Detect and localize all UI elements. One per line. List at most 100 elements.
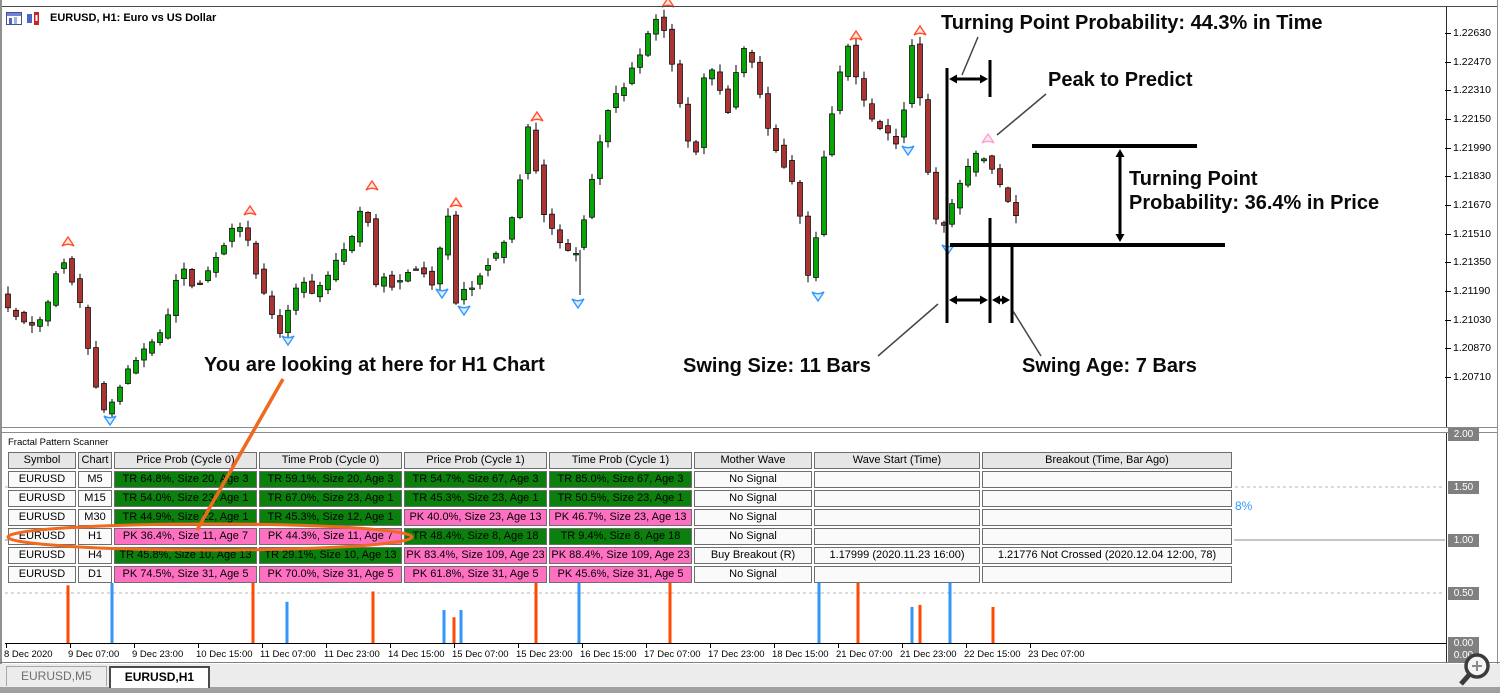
zoom-icon[interactable]: [1459, 653, 1490, 686]
time-axis-tick: [262, 643, 263, 648]
candle-bull: [301, 281, 307, 293]
sub-axis-label: 1.50: [1448, 481, 1479, 494]
scanner-cell-probability: TR 45.3%, Size 12, Age 1: [259, 509, 402, 526]
candle-bear: [549, 213, 555, 229]
fractal-scanner-table: Symbol Chart Price Prob (Cycle 0) Time Prob…: [8, 452, 1234, 583]
candle-bear: [453, 214, 459, 304]
window-frame-left: [0, 0, 2, 664]
time-axis-label: 15 Dec 23:00: [516, 649, 573, 660]
price-axis-label: 1.21030: [1453, 313, 1491, 326]
chart-tab-eurusd-h1[interactable]: EURUSD,H1: [108, 666, 211, 688]
scanner-cell-timeframe: M15: [78, 490, 112, 507]
candle-bull: [653, 18, 659, 35]
candle-bear: [853, 44, 859, 78]
time-axis-label: 21 Dec 07:00: [836, 649, 893, 660]
candle-bull: [293, 287, 299, 311]
scanner-cell-timeframe: D1: [78, 566, 112, 583]
time-axis-tick: [582, 643, 583, 648]
scanner-cell-breakout: [982, 566, 1232, 583]
fractal-down-arrow-icon: [103, 415, 117, 427]
candle-bull: [469, 287, 475, 290]
fractal-down-arrow-icon: [571, 298, 585, 310]
fractal-up-arrow-icon: [913, 24, 927, 36]
candle-bear: [989, 155, 995, 170]
candle-bull: [813, 237, 819, 278]
subwindow-separator[interactable]: [2, 427, 1497, 433]
time-axis-label: 15 Dec 07:00: [452, 649, 509, 660]
candle-bull: [205, 270, 211, 281]
price-axis-tick: [1445, 61, 1451, 63]
scanner-cell-mother-wave: No Signal: [694, 509, 812, 526]
scanner-column-header: Mother Wave: [694, 452, 812, 469]
scanner-cell-probability: PK 88.4%, Size 109, Age 23: [549, 547, 692, 564]
candle-bull: [477, 275, 483, 285]
price-axis-label: 1.21190: [1453, 285, 1491, 297]
candle-bull: [141, 348, 147, 361]
candle-bull: [709, 69, 715, 80]
candle-bull: [357, 210, 363, 243]
candle-bull: [181, 268, 187, 279]
scanner-cell-breakout: [982, 490, 1232, 507]
time-axis-tick: [198, 643, 199, 648]
candle-bull: [133, 360, 139, 374]
price-axis-tick: [1445, 119, 1451, 120]
sub-axis-label: 0.00: [1448, 637, 1479, 650]
candle-bear: [925, 99, 931, 173]
candle-bear: [685, 103, 691, 142]
scanner-cell-probability: PK 40.0%, Size 23, Age 13: [404, 509, 547, 526]
fractal-down-arrow-icon: [281, 335, 295, 347]
scanner-cell-mother-wave: No Signal: [694, 490, 812, 507]
candle-bull: [165, 314, 171, 339]
time-axis-label: 23 Dec 07:00: [1028, 649, 1085, 660]
price-axis-label: 1.20870: [1453, 342, 1491, 355]
candle-bear: [893, 135, 899, 145]
candle-bull: [237, 227, 243, 232]
candle-bull: [381, 276, 387, 287]
candle-bull: [333, 259, 339, 281]
candle-bear: [797, 182, 803, 217]
indicator-partial-value: 8%: [1235, 499, 1253, 513]
candle-bear: [917, 43, 923, 99]
time-axis-tick: [1030, 643, 1031, 648]
annotation-turning-point-price-line1: Turning Point: [1129, 168, 1258, 190]
candle-bull: [125, 368, 131, 384]
fractal-down-arrow-icon: [901, 145, 915, 157]
chart-tab-eurusd-m5[interactable]: EURUSD,M5: [6, 666, 107, 686]
price-axis-tick: [1445, 233, 1451, 235]
candle-bear: [533, 129, 539, 172]
candle-bear: [189, 269, 195, 287]
window-frame-right: [1497, 0, 1498, 664]
candle-bear: [389, 274, 395, 288]
candle-bear: [941, 222, 947, 226]
candle-bear: [85, 307, 91, 349]
price-axis-tick: [1445, 147, 1451, 149]
scanner-column-header: Price Prob (Cycle 1): [404, 452, 547, 469]
scanner-cell-probability: TR 59.1%, Size 20, Age 3: [259, 471, 402, 488]
scanner-cell-probability: TR 50.5%, Size 23, Age 1: [549, 490, 692, 507]
candle-bull: [597, 141, 603, 179]
candle-bull: [613, 93, 619, 108]
candle-bear: [861, 78, 867, 101]
candle-bear: [69, 258, 75, 283]
fractal-up-arrow-icon: [449, 196, 463, 208]
time-axis-label: 9 Dec 23:00: [132, 649, 184, 660]
scanner-cell-symbol: EURUSD: [8, 528, 76, 545]
time-axis-tick: [646, 643, 647, 648]
scanner-cell-wave-start: [814, 566, 980, 583]
time-axis-tick: [966, 643, 967, 648]
time-axis-label: 18 Dec 15:00: [772, 649, 829, 660]
scanner-cell-breakout: [982, 509, 1232, 526]
scanner-cell-probability: PK 45.6%, Size 31, Age 5: [549, 566, 692, 583]
candle-bull: [621, 87, 627, 96]
candle-bull: [229, 227, 235, 242]
candle-bull: [349, 236, 355, 252]
fractal-up-arrow-icon: [530, 110, 544, 122]
time-axis-label: 11 Dec 23:00: [324, 649, 380, 660]
candle-bear: [77, 278, 83, 303]
candle-bull: [493, 253, 499, 259]
scanner-cell-mother-wave: Buy Breakout (R): [694, 547, 812, 564]
candle-bear: [197, 282, 203, 285]
candle-bull: [829, 113, 835, 156]
scanner-cell-probability: TR 29.1%, Size 10, Age 13: [259, 547, 402, 564]
